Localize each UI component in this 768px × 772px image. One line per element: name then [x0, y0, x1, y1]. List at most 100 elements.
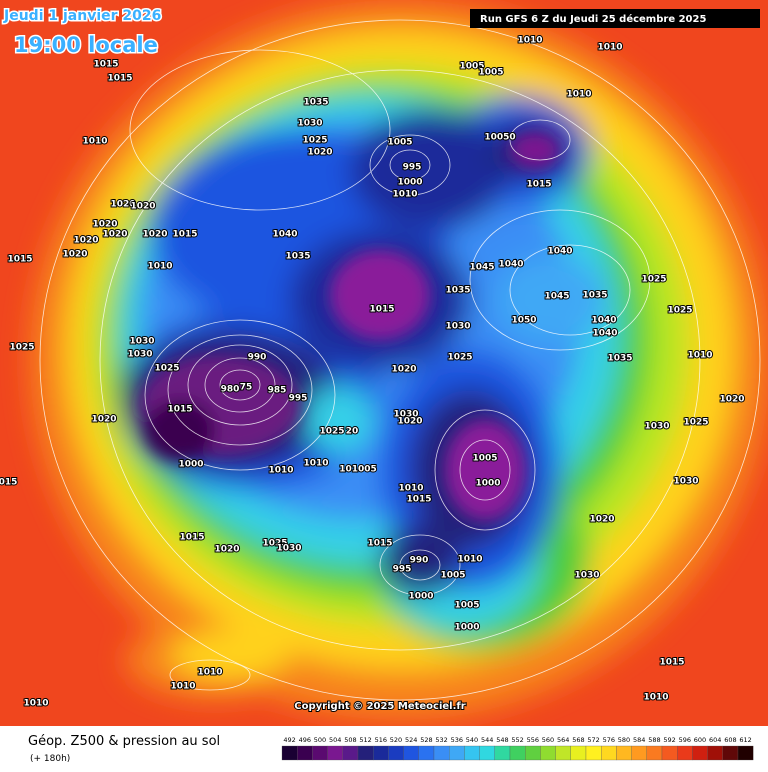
- colorbar-label: 516: [375, 736, 387, 744]
- colorbar: 492 496 500 504 508 512 516 520 524 528 532 536 540 5…: [281, 736, 754, 761]
- colorbar-label: 588: [648, 736, 660, 744]
- colorbar-label: 552: [511, 736, 523, 744]
- colorbar-swatch: [494, 745, 511, 761]
- colorbar-label: 536: [451, 736, 463, 744]
- isobar-label: 1040: [547, 247, 572, 257]
- colorbar-swatch: [570, 745, 587, 761]
- isobar-label: 1020: [397, 417, 422, 427]
- isobar-label: 1010: [457, 555, 482, 565]
- colorbar-label: 540: [466, 736, 478, 744]
- isobar-label: 1050: [511, 316, 536, 326]
- isobar-label: 1000: [397, 178, 422, 188]
- colorbar-swatch: [525, 745, 541, 761]
- colorbar-label: 580: [618, 736, 630, 744]
- isobar-label: 1010: [268, 466, 293, 476]
- isobar-label: 1010: [147, 262, 172, 272]
- colorbar-swatch: [357, 745, 374, 761]
- isobar-label: 1015: [167, 405, 192, 415]
- colorbar-swatch: [342, 745, 359, 761]
- isobar-label: 1015: [526, 180, 551, 190]
- colorbar-label: 564: [557, 736, 569, 744]
- footer-title: Géop. Z500 & pression au sol: [28, 734, 220, 749]
- copyright: Copyright © 2025 Meteociel.fr: [294, 701, 465, 712]
- colorbar-label: 596: [679, 736, 691, 744]
- colorbar-label: 592: [663, 736, 675, 744]
- isobar-label: 1020: [130, 202, 155, 212]
- isobar-label: 1005: [478, 68, 503, 78]
- isobar-label: 1025: [262, 539, 287, 549]
- isobar-label: 1005: [454, 601, 479, 611]
- isobar-label: 1010: [566, 90, 591, 100]
- isobar-label: 1030: [644, 422, 669, 432]
- isobar-label: 1000: [475, 479, 500, 489]
- colorbar-swatch: [479, 745, 495, 761]
- isobar-label: 1020: [589, 515, 614, 525]
- isobar-label: 1035: [607, 354, 632, 364]
- isobar-label: 1005: [472, 454, 497, 464]
- isobar-label: 1025: [447, 353, 472, 363]
- footer-lead: (+ 180h): [30, 754, 70, 764]
- isobar-label: 985: [268, 386, 287, 396]
- colorbar-label: 500: [314, 736, 326, 744]
- colorbar-swatch: [722, 745, 739, 761]
- isobar-label: 995: [289, 394, 308, 404]
- date-label: Jeudi 1 janvier 2026: [3, 8, 161, 24]
- colorbar-swatch: [281, 745, 298, 761]
- isobar-label: 1015: [659, 658, 684, 668]
- isobar-label: 1025: [154, 364, 179, 374]
- colorbar-swatch: [616, 745, 632, 761]
- isobar-label: 75: [240, 383, 253, 393]
- colorbar-swatch: [692, 745, 708, 761]
- run-label: Run GFS 6 Z du Jeudi 25 décembre 2025: [480, 13, 706, 25]
- isobar-label: 990: [248, 353, 267, 363]
- colorbar-swatch: [509, 745, 526, 761]
- colorbar-swatch: [327, 745, 343, 761]
- colorbar-swatch: [661, 745, 678, 761]
- isobar-label: 1020: [214, 545, 239, 555]
- colorbar-swatch: [677, 745, 693, 761]
- isobar-label: 1010: [170, 682, 195, 692]
- colorbar-label: 496: [299, 736, 311, 744]
- colorbar-swatch: [631, 745, 647, 761]
- colorbar-swatch: [388, 745, 404, 761]
- isobar-label: 1020: [307, 148, 332, 158]
- isobar-label: 1000: [454, 623, 479, 633]
- isobar-label: 015: [0, 478, 17, 488]
- isobar-label: 1015: [179, 533, 204, 543]
- colorbar-swatch: [312, 745, 328, 761]
- isobar-label: 1035: [285, 252, 310, 262]
- isobar-label: 1035: [582, 291, 607, 301]
- isobar-label: 1030: [574, 571, 599, 581]
- isobar-label: 1025: [683, 418, 708, 428]
- colorbar-swatch: [373, 745, 389, 761]
- colorbar-swatch: [297, 745, 313, 761]
- colorbar-label: 544: [481, 736, 493, 744]
- isobar-labels: 1010 1010 1015 1015 1005 1005 1010 1010 1035 1030…: [0, 35, 746, 710]
- isobar-label: 1010: [643, 693, 668, 703]
- isobar-label: 1010: [687, 351, 712, 361]
- colorbar-label: 604: [709, 736, 721, 744]
- isobar-label: 1015: [93, 60, 118, 70]
- run-box: [470, 9, 760, 28]
- isobar-label: 1030: [445, 322, 470, 332]
- isobar-label: 1015: [367, 539, 392, 549]
- isobar-label: 1015: [406, 495, 431, 505]
- isobar-label: 1030: [297, 119, 322, 129]
- colorbar-label: 612: [739, 736, 751, 744]
- colorbar-swatch: [555, 745, 571, 761]
- colorbar-label: 608: [724, 736, 736, 744]
- isobar-label: 1020: [719, 395, 744, 405]
- colorbar-label: 492: [283, 736, 295, 744]
- time-label: 19:00 locale: [14, 33, 158, 57]
- field: [0, 0, 768, 726]
- isobar-label: 1025: [319, 427, 344, 437]
- isobar-label: 1000: [408, 592, 433, 602]
- colorbar-swatch: [737, 745, 754, 761]
- isobar-label: 1020: [92, 220, 117, 230]
- isobar-label: 1025: [9, 343, 34, 353]
- isobar-label: 1030: [129, 337, 154, 347]
- isobar-label: 995: [403, 163, 422, 173]
- isobar-label: 1010: [517, 36, 542, 46]
- isobar-label: 1025: [667, 306, 692, 316]
